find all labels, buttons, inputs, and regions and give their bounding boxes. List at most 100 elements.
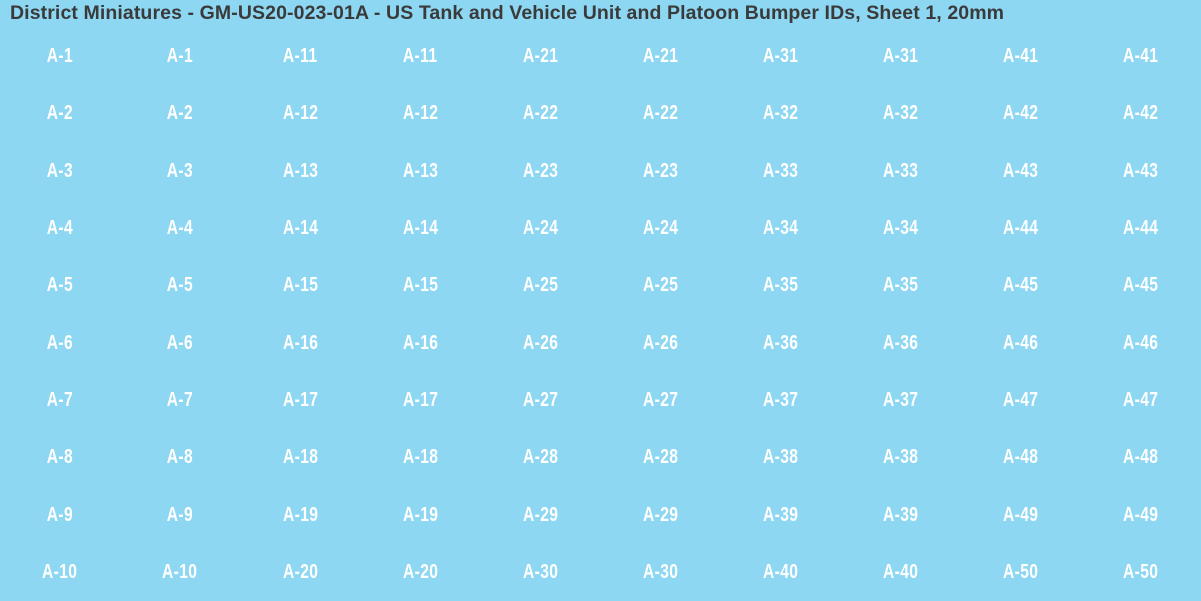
- bumper-id-label: A-14: [402, 217, 439, 240]
- bumper-id-cell: A-27: [480, 372, 600, 429]
- bumper-id-label: A-21: [642, 45, 679, 68]
- bumper-id-cell: A-48: [961, 429, 1081, 486]
- bumper-id-label: A-36: [883, 331, 919, 354]
- bumper-id-label: A-6: [166, 331, 194, 354]
- bumper-id-cell: A-3: [0, 143, 120, 200]
- bumper-id-label: A-20: [402, 560, 439, 583]
- bumper-id-cell: A-10: [120, 544, 240, 601]
- bumper-id-cell: A-5: [0, 257, 120, 314]
- bumper-id-cell: A-38: [841, 429, 961, 486]
- bumper-id-cell: A-28: [600, 429, 720, 486]
- bumper-id-label: A-5: [166, 274, 194, 297]
- bumper-id-label: A-37: [762, 388, 799, 411]
- bumper-id-label: A-13: [402, 159, 439, 182]
- bumper-id-cell: A-33: [721, 143, 841, 200]
- bumper-id-cell: A-27: [600, 372, 720, 429]
- bumper-id-label: A-39: [762, 503, 799, 526]
- bumper-id-label: A-28: [642, 446, 679, 469]
- bumper-id-cell: A-37: [841, 372, 961, 429]
- bumper-id-cell: A-43: [961, 143, 1081, 200]
- bumper-id-cell: A-4: [120, 200, 240, 257]
- bumper-id-label: A-23: [642, 159, 679, 182]
- bumper-id-cell: A-30: [600, 544, 720, 601]
- bumper-id-cell: A-15: [360, 257, 480, 314]
- bumper-id-label: A-2: [46, 102, 74, 125]
- bumper-id-label: A-8: [46, 446, 74, 469]
- bumper-id-cell: A-6: [120, 314, 240, 371]
- bumper-id-label: A-32: [883, 102, 919, 125]
- bumper-id-cell: A-37: [721, 372, 841, 429]
- bumper-id-label: A-1: [46, 45, 74, 68]
- bumper-id-label: A-33: [883, 159, 919, 182]
- bumper-id-cell: A-48: [1081, 429, 1201, 486]
- bumper-id-cell: A-13: [360, 143, 480, 200]
- bumper-id-label: A-13: [282, 159, 318, 182]
- bumper-id-label: A-43: [1003, 159, 1039, 182]
- bumper-id-cell: A-32: [721, 85, 841, 142]
- bumper-id-cell: A-44: [961, 200, 1081, 257]
- bumper-id-label: A-41: [1123, 45, 1159, 68]
- bumper-id-cell: A-50: [961, 544, 1081, 601]
- bumper-id-cell: A-36: [841, 314, 961, 371]
- bumper-id-label: A-11: [282, 45, 318, 68]
- bumper-id-label: A-40: [883, 560, 919, 583]
- bumper-id-cell: A-21: [480, 28, 600, 85]
- bumper-id-label: A-10: [162, 560, 198, 583]
- bumper-id-label: A-9: [46, 503, 74, 526]
- bumper-id-label: A-45: [1123, 274, 1159, 297]
- bumper-id-cell: A-46: [1081, 314, 1201, 371]
- bumper-id-label: A-38: [762, 446, 799, 469]
- bumper-id-cell: A-40: [841, 544, 961, 601]
- bumper-id-cell: A-24: [480, 200, 600, 257]
- bumper-id-label: A-50: [1123, 560, 1159, 583]
- bumper-id-label: A-33: [762, 159, 799, 182]
- bumper-id-cell: A-34: [721, 200, 841, 257]
- bumper-id-label: A-11: [403, 45, 438, 68]
- bumper-id-label: A-38: [883, 446, 919, 469]
- bumper-id-label: A-47: [1003, 388, 1039, 411]
- bumper-id-cell: A-1: [120, 28, 240, 85]
- bumper-id-label: A-44: [1123, 217, 1159, 240]
- bumper-id-label: A-14: [282, 217, 318, 240]
- bumper-id-cell: A-12: [240, 85, 360, 142]
- bumper-id-label: A-15: [402, 274, 439, 297]
- bumper-id-cell: A-22: [600, 85, 720, 142]
- bumper-id-cell: A-2: [0, 85, 120, 142]
- bumper-id-cell: A-35: [841, 257, 961, 314]
- bumper-id-label: A-22: [642, 102, 679, 125]
- bumper-id-label: A-12: [282, 102, 318, 125]
- bumper-id-label: A-39: [883, 503, 919, 526]
- bumper-id-cell: A-7: [0, 372, 120, 429]
- bumper-id-label: A-42: [1003, 102, 1039, 125]
- bumper-id-label: A-35: [762, 274, 799, 297]
- bumper-id-cell: A-12: [360, 85, 480, 142]
- bumper-id-cell: A-25: [480, 257, 600, 314]
- bumper-id-cell: A-23: [480, 143, 600, 200]
- bumper-id-cell: A-16: [240, 314, 360, 371]
- bumper-id-label: A-35: [883, 274, 919, 297]
- bumper-id-label: A-23: [522, 159, 559, 182]
- bumper-id-label: A-34: [762, 217, 799, 240]
- bumper-id-cell: A-34: [841, 200, 961, 257]
- bumper-id-cell: A-42: [1081, 85, 1201, 142]
- bumper-id-cell: A-36: [721, 314, 841, 371]
- bumper-id-cell: A-20: [240, 544, 360, 601]
- bumper-id-label: A-4: [46, 217, 74, 240]
- bumper-id-cell: A-9: [120, 486, 240, 543]
- bumper-id-label: A-42: [1123, 102, 1159, 125]
- bumper-id-label: A-6: [46, 331, 74, 354]
- bumper-id-cell: A-20: [360, 544, 480, 601]
- bumper-id-label: A-2: [166, 102, 194, 125]
- bumper-id-cell: A-13: [240, 143, 360, 200]
- bumper-id-label: A-44: [1003, 217, 1039, 240]
- bumper-id-label: A-36: [762, 331, 799, 354]
- bumper-id-cell: A-29: [480, 486, 600, 543]
- bumper-id-cell: A-31: [721, 28, 841, 85]
- bumper-id-cell: A-21: [600, 28, 720, 85]
- bumper-id-label: A-27: [642, 388, 679, 411]
- bumper-id-cell: A-7: [120, 372, 240, 429]
- bumper-id-cell: A-11: [360, 28, 480, 85]
- bumper-id-label: A-22: [522, 102, 559, 125]
- bumper-id-cell: A-19: [360, 486, 480, 543]
